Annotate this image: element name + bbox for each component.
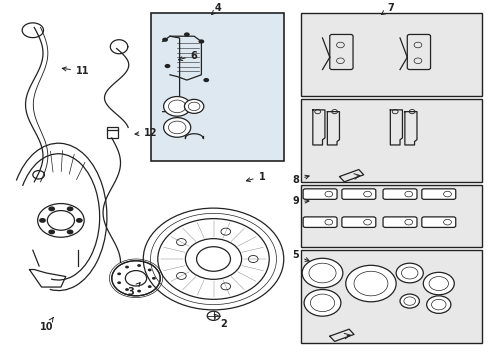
- Circle shape: [49, 229, 55, 234]
- Text: 4: 4: [212, 3, 222, 14]
- FancyBboxPatch shape: [422, 189, 456, 199]
- Text: 3: 3: [128, 283, 140, 297]
- Circle shape: [164, 96, 191, 116]
- Circle shape: [198, 39, 204, 44]
- Circle shape: [346, 265, 396, 302]
- FancyBboxPatch shape: [303, 217, 337, 228]
- Circle shape: [152, 277, 156, 280]
- Circle shape: [112, 261, 160, 296]
- Circle shape: [117, 273, 121, 275]
- Text: 12: 12: [135, 128, 157, 138]
- Text: 5: 5: [293, 251, 309, 261]
- FancyBboxPatch shape: [303, 189, 337, 199]
- Circle shape: [184, 99, 204, 113]
- Circle shape: [125, 266, 129, 269]
- Text: 1: 1: [246, 172, 265, 182]
- Circle shape: [185, 239, 242, 279]
- FancyBboxPatch shape: [383, 217, 417, 228]
- Bar: [301, 185, 482, 247]
- Circle shape: [423, 272, 454, 295]
- Circle shape: [184, 32, 190, 37]
- Text: 2: 2: [214, 314, 226, 329]
- Text: 7: 7: [381, 3, 393, 14]
- Text: 6: 6: [178, 50, 197, 60]
- Circle shape: [137, 290, 141, 292]
- Circle shape: [203, 78, 209, 82]
- Text: 10: 10: [40, 317, 53, 332]
- Bar: [301, 99, 482, 182]
- Bar: [301, 13, 482, 96]
- Bar: [150, 13, 284, 161]
- FancyBboxPatch shape: [383, 189, 417, 199]
- Circle shape: [148, 269, 152, 271]
- Circle shape: [117, 281, 121, 284]
- Circle shape: [162, 37, 168, 42]
- Circle shape: [396, 263, 423, 283]
- FancyBboxPatch shape: [422, 217, 456, 228]
- FancyBboxPatch shape: [342, 217, 376, 228]
- FancyBboxPatch shape: [342, 189, 376, 199]
- Text: 11: 11: [62, 66, 90, 76]
- Circle shape: [39, 218, 46, 223]
- Bar: [301, 250, 482, 343]
- Circle shape: [164, 118, 191, 137]
- Circle shape: [76, 218, 83, 223]
- Circle shape: [304, 289, 341, 316]
- Text: 9: 9: [293, 196, 309, 206]
- Circle shape: [427, 296, 451, 313]
- Circle shape: [400, 294, 419, 308]
- Bar: [107, 127, 118, 138]
- Circle shape: [137, 264, 141, 267]
- Circle shape: [125, 288, 129, 291]
- Circle shape: [49, 206, 55, 211]
- Circle shape: [165, 64, 171, 68]
- Text: 8: 8: [293, 175, 309, 185]
- Circle shape: [67, 206, 74, 211]
- Circle shape: [148, 285, 152, 288]
- Circle shape: [302, 258, 343, 288]
- Circle shape: [38, 203, 84, 237]
- Circle shape: [67, 229, 74, 234]
